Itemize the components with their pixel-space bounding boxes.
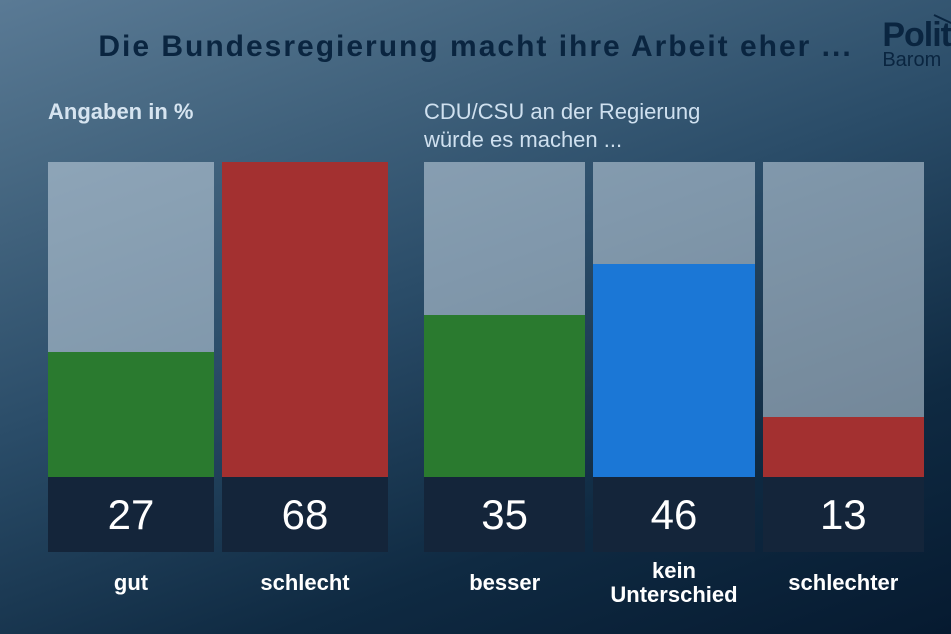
bar-gut: 27 gut — [48, 162, 214, 614]
bar-label: besser — [424, 552, 585, 614]
bar-schlecht: 68 schlecht — [222, 162, 388, 614]
bar-area — [48, 162, 214, 477]
bar-area — [763, 162, 924, 477]
politbarometer-logo: Polit Barom — [882, 18, 951, 70]
bar-area — [222, 162, 388, 477]
right-panel: CDU/CSU an der Regierungwürde es machen … — [424, 98, 924, 614]
chart-title: Die Bundesregierung macht ihre Arbeit eh… — [0, 30, 951, 64]
right-caption: CDU/CSU an der Regierungwürde es machen … — [424, 98, 924, 162]
bar-label: schlechter — [763, 552, 924, 614]
bar-value: 13 — [763, 477, 924, 552]
right-bars: 35 besser 46 keinUnterschied 13 schlecht… — [424, 162, 924, 614]
bar-fill — [222, 162, 388, 477]
bar-value: 68 — [222, 477, 388, 552]
bar-value: 46 — [593, 477, 754, 552]
bar-schlechter: 13 schlechter — [763, 162, 924, 614]
bar-fill — [48, 352, 214, 477]
logo-text-top: Polit — [882, 18, 951, 52]
bar-value: 35 — [424, 477, 585, 552]
bar-label: schlecht — [222, 552, 388, 614]
left-caption: Angaben in % — [48, 98, 388, 162]
left-bars: 27 gut 68 schlecht — [48, 162, 388, 614]
bar-value: 27 — [48, 477, 214, 552]
bar-area — [424, 162, 585, 477]
left-panel: Angaben in % 27 gut 68 schlecht — [48, 98, 388, 614]
bar-besser: 35 besser — [424, 162, 585, 614]
bar-label: gut — [48, 552, 214, 614]
bar-area — [593, 162, 754, 477]
chart-panels: Angaben in % 27 gut 68 schlecht CDU/CSU … — [48, 98, 939, 614]
bar-kein-unterschied: 46 keinUnterschied — [593, 162, 754, 614]
logo-text-bottom: Barom — [882, 50, 951, 70]
bar-fill — [593, 264, 754, 477]
bar-fill — [424, 315, 585, 477]
bar-label: keinUnterschied — [593, 552, 754, 614]
bar-fill — [763, 417, 924, 477]
